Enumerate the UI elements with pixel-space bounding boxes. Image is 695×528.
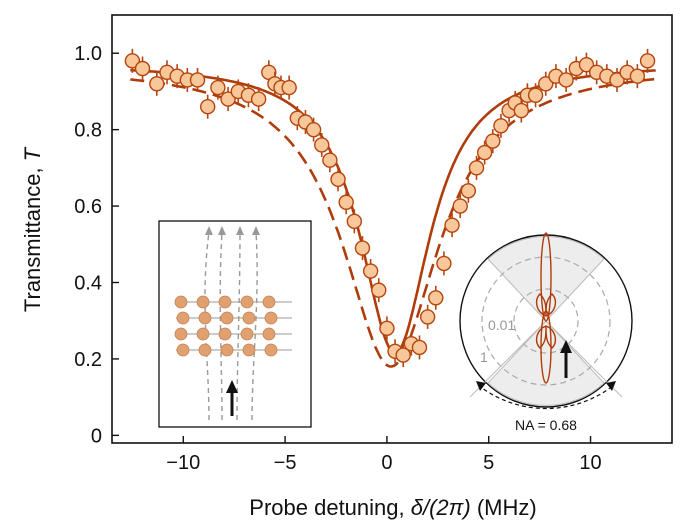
na-arc <box>477 384 615 410</box>
data-point <box>578 56 595 73</box>
data-point <box>428 290 444 306</box>
data-point <box>436 255 452 272</box>
data-point <box>629 68 646 84</box>
atom <box>196 327 210 341</box>
data-point <box>220 91 236 107</box>
y-tick-label: 0 <box>91 425 102 447</box>
data-point <box>371 282 387 298</box>
na-arrow-right-icon <box>606 381 616 391</box>
atom <box>262 327 276 341</box>
data-point <box>609 72 625 88</box>
y-axis-title: Transmittance, T <box>20 146 45 312</box>
atom-array-inset <box>158 220 312 428</box>
atom <box>262 295 276 309</box>
data-point <box>485 133 501 149</box>
atom <box>240 295 254 309</box>
x-tick-label: −5 <box>274 452 297 474</box>
y-tick-label: 0.4 <box>74 273 102 295</box>
upper-cone <box>487 236 605 322</box>
atom <box>176 311 190 325</box>
data-point <box>305 121 322 138</box>
data-point <box>362 263 379 279</box>
atom <box>198 311 212 325</box>
data-point <box>468 160 485 176</box>
data-point <box>124 53 141 69</box>
emission-lobes <box>535 232 557 384</box>
atom <box>264 311 278 325</box>
data-point <box>379 320 395 337</box>
data-point <box>314 137 330 153</box>
atom <box>174 327 188 341</box>
data-point <box>200 99 216 115</box>
data-point <box>460 183 477 199</box>
data-point <box>513 102 530 119</box>
data-points <box>124 48 656 368</box>
probe-arrow-icon <box>226 380 238 416</box>
plot-frame <box>111 14 673 444</box>
atom <box>220 311 234 325</box>
data-point <box>346 213 363 230</box>
inset-grid-circles <box>481 256 611 386</box>
x-axis-title: Probe detuning, δ/(2π) (MHz) <box>249 495 536 520</box>
y-tick-label: 1.0 <box>74 43 102 65</box>
dipole-arrow-icon <box>560 340 572 378</box>
data-point <box>558 72 574 88</box>
atom <box>264 343 278 357</box>
data-point <box>538 76 554 92</box>
x-tick-label: 10 <box>579 452 601 474</box>
x-tick-label: −10 <box>166 452 200 474</box>
atom <box>242 311 256 325</box>
atom <box>220 343 234 357</box>
data-point <box>395 347 411 363</box>
data-point <box>134 60 151 77</box>
data-point <box>281 79 297 96</box>
data-point <box>189 72 206 88</box>
inset-label-1: 1 <box>480 349 488 365</box>
na-arrow-left-icon <box>476 381 486 391</box>
inset-label-0-01: 0.01 <box>488 317 515 333</box>
data-point <box>330 171 346 188</box>
axis-ticks: −10 −5 0 5 10 0 0.2 0.4 0.6 0.8 1.0 <box>74 43 601 474</box>
atom <box>198 343 212 357</box>
y-tick-label: 0.2 <box>74 349 102 371</box>
data-point <box>411 339 428 356</box>
emission-pattern-inset: 0.01 1 NA = 0.68 <box>459 232 633 433</box>
atom <box>174 295 188 309</box>
data-point <box>210 79 226 96</box>
data-point <box>322 152 338 168</box>
atom <box>240 327 254 341</box>
lower-cone <box>487 320 605 406</box>
data-point <box>354 240 371 256</box>
data-point <box>476 144 493 161</box>
atom <box>218 295 232 309</box>
y-tick-label: 0.8 <box>74 120 102 142</box>
atom-lattice <box>174 295 292 357</box>
data-point <box>444 217 460 233</box>
x-tick-label: 5 <box>483 452 494 474</box>
x-tick-label: 0 <box>381 452 392 474</box>
atom <box>176 343 190 357</box>
atom <box>196 295 210 309</box>
data-point <box>419 309 436 325</box>
atom <box>218 327 232 341</box>
data-point <box>250 91 267 107</box>
data-point <box>149 76 165 92</box>
data-point <box>527 87 544 103</box>
y-tick-label: 0.6 <box>74 196 102 218</box>
atom <box>242 343 256 357</box>
field-arrowheads-icon <box>205 226 260 235</box>
data-point <box>338 194 354 210</box>
data-point <box>452 198 468 214</box>
na-label: NA = 0.68 <box>515 417 577 433</box>
data-point <box>639 53 656 69</box>
data-point <box>493 118 509 134</box>
